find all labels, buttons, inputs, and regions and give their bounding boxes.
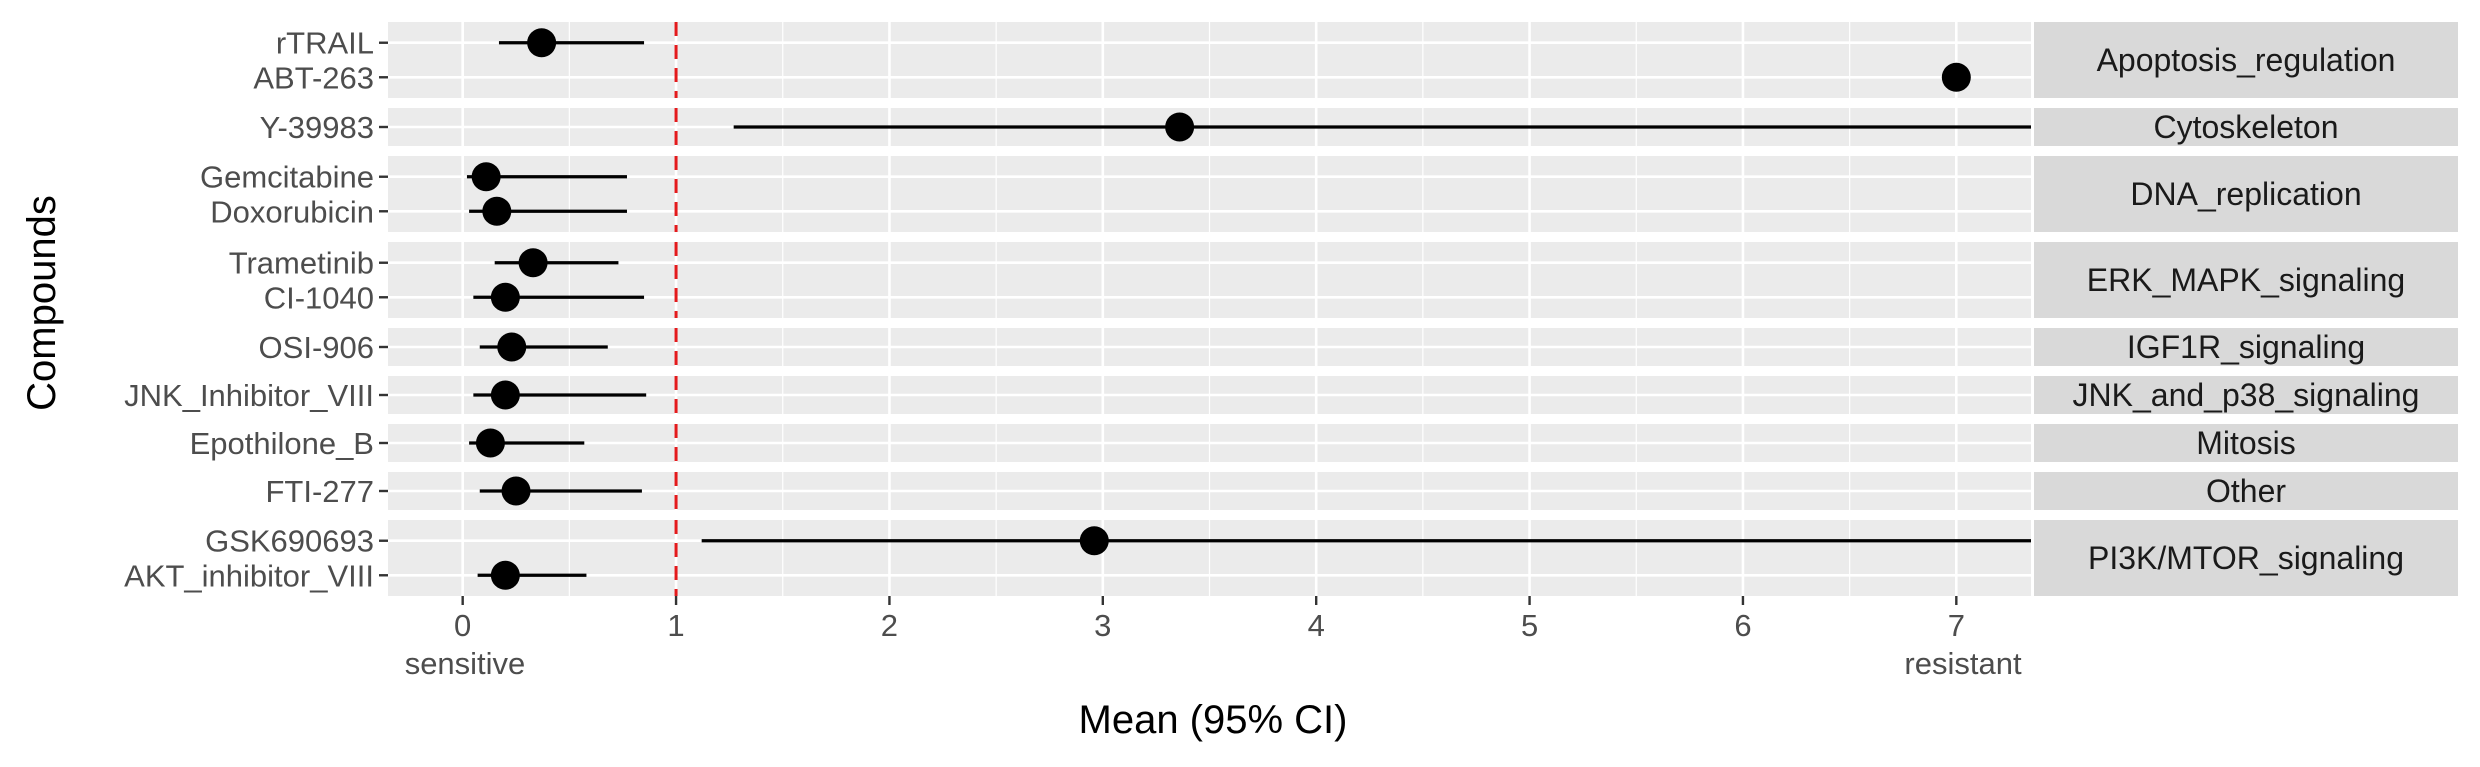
mean-point: [497, 332, 527, 362]
facet-strip-background: [2034, 424, 2458, 462]
facet-strip-background: [2034, 328, 2458, 366]
y-tick-label: Y-39983: [260, 110, 374, 145]
facet-strip-label: PI3K/MTOR_signaling: [2088, 540, 2404, 576]
facet-strip-label: ERK_MAPK_signaling: [2087, 262, 2405, 298]
mean-point: [1079, 526, 1109, 556]
x-tick-label: 1: [667, 608, 684, 643]
mean-point: [475, 428, 505, 458]
mean-point: [471, 162, 501, 192]
facet-strip-background: [2034, 156, 2458, 232]
facet-strips: Apoptosis_regulation Cytoskeleton DNA_repl…: [2034, 22, 2458, 596]
x-tick-label: 7: [1948, 608, 1965, 643]
x-tick-label: 5: [1521, 608, 1538, 643]
facet-strip-label: DNA_replication: [2130, 176, 2361, 212]
mean-point: [490, 380, 520, 410]
y-axis-title: Compounds: [20, 195, 64, 411]
x-tick-label: 4: [1308, 608, 1325, 643]
facet-strip-label: Mitosis: [2196, 425, 2296, 461]
y-tick-label: Gemcitabine: [200, 160, 374, 195]
y-tick-label: ABT-263: [253, 60, 374, 95]
facet-strip-label: Other: [2206, 473, 2286, 509]
facet-panels: [388, 22, 2031, 596]
x-end-label-left: sensitive: [405, 646, 526, 681]
facet-group: [388, 520, 2031, 596]
x-tick-label: 2: [881, 608, 898, 643]
facet-strip-label: JNK_and_p38_signaling: [2073, 377, 2420, 413]
x-tick-label: 0: [454, 608, 471, 643]
facet-group: [388, 156, 2031, 232]
x-tick-label: 6: [1734, 608, 1751, 643]
facet-group: [388, 242, 2031, 318]
y-tick-label: AKT_inhibitor_VIII: [124, 558, 374, 593]
y-tick-label: Epothilone_B: [190, 426, 374, 461]
mean-point: [518, 248, 548, 278]
facet-strip-background: [2034, 108, 2458, 146]
x-tick-label: 3: [1094, 608, 1111, 643]
y-tick-label: JNK_Inhibitor_VIII: [124, 378, 374, 413]
mean-point: [490, 282, 520, 312]
facet-strip-background: [2034, 22, 2458, 98]
x-axis-title: Mean (95% CI): [1079, 698, 1348, 742]
y-tick-label: Trametinib: [229, 246, 374, 281]
facet-group: [388, 424, 2031, 462]
mean-point: [482, 196, 512, 226]
facet-strip-background: [2034, 242, 2458, 318]
mean-point: [1165, 112, 1195, 142]
y-tick-label: GSK690693: [205, 524, 374, 559]
x-tick-labels: 0 1 2 3 4 5 6 7: [454, 596, 1965, 643]
facet-strip-background: [2034, 376, 2458, 414]
facet-group: [388, 22, 2031, 98]
y-tick-label: CI-1040: [264, 280, 374, 315]
x-end-label-right: resistant: [1904, 646, 2022, 681]
mean-point: [490, 560, 520, 590]
y-tick-label: OSI-906: [259, 330, 374, 365]
facet-strip-label: Cytoskeleton: [2154, 109, 2339, 145]
chart-marks: [466, 28, 2031, 590]
facet-group: [388, 328, 2031, 366]
mean-point: [527, 28, 557, 58]
y-tick-label: rTRAIL: [276, 26, 374, 61]
facet-strip-label: IGF1R_signaling: [2127, 329, 2365, 365]
y-tick-label: Doxorubicin: [210, 194, 374, 229]
facet-strip-background: [2034, 472, 2458, 510]
facet-group: [388, 472, 2031, 510]
mean-point: [1941, 62, 1971, 92]
facet-group: [388, 376, 2031, 414]
mean-point: [501, 476, 531, 506]
y-tick-label: FTI-277: [265, 474, 374, 509]
facet-strip-label: Apoptosis_regulation: [2097, 42, 2396, 78]
facet-strip-background: [2034, 520, 2458, 596]
